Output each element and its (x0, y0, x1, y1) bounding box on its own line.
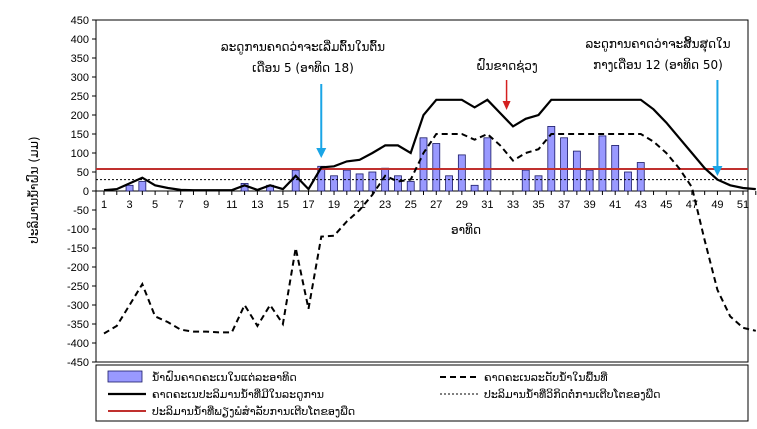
water-level-dashed-line (103, 132, 757, 335)
rainfall-bar (291, 169, 300, 192)
x-tick-label: 43 (635, 199, 647, 211)
y-axis-label: ປະລິມານນ້ຳຝົນ (ມມ) (26, 136, 41, 243)
x-tick-label: 25 (405, 199, 417, 211)
rainfall-bar (432, 143, 441, 192)
x-tick-label: 19 (328, 199, 340, 211)
rainfall-bar (521, 169, 530, 192)
rainfall-bar (355, 173, 364, 192)
y-tick-label: 450 (71, 15, 89, 27)
seasonal-water-solid-line (103, 98, 756, 192)
x-tick-label: 37 (558, 199, 570, 211)
x-tick-label: 47 (686, 199, 698, 211)
rainfall-bar (406, 181, 415, 192)
x-tick-label: 51 (737, 199, 749, 211)
x-tick-label: 27 (430, 199, 442, 211)
rainfall-bar (598, 135, 607, 192)
y-tick-label: 200 (71, 110, 89, 122)
legend-box (95, 364, 749, 422)
y-tick-label: 350 (71, 53, 89, 65)
y-tick-label: 50 (77, 167, 89, 179)
rainfall-bar (138, 181, 147, 192)
rainfall-bar (636, 162, 645, 192)
y-tick-label: -100 (67, 224, 89, 236)
rainfall-bar (445, 175, 453, 192)
rainfall-bar (547, 126, 556, 192)
x-tick-label: 29 (456, 199, 468, 211)
annotation-season-start: ລະດູການຄາດວ່າຈະເລີ່ມຕົ້ນໃນຕົ້ນ (221, 39, 385, 55)
y-tick-label: -250 (67, 281, 89, 293)
arrow-season-end-head (712, 166, 723, 176)
x-tick-label: 15 (277, 199, 289, 211)
rainfall-bar (624, 171, 632, 192)
x-tick-label: 21 (353, 199, 365, 211)
legend-label: ປະລິມານນ້ຳທີ່ວິກິດຕໍ່ການເຕີບໂຕຂອງພືດ (484, 388, 660, 401)
legend-label: ຄາດຄະເນລະດັບນ້ຳໃນພື້ນທີ່ (484, 371, 608, 384)
annotation-dry-spell: ຝົນຂາດຊ່ວງ (476, 58, 537, 73)
x-tick-label: 39 (584, 199, 596, 211)
legend-label: ຄາດຄະເນປະລິມານນ້ຳທີ່ມີໃນລະດູການ (152, 388, 324, 401)
x-tick-label: 17 (302, 199, 314, 211)
arrow-dry-spell-head (502, 101, 511, 110)
y-tick-label: -400 (67, 338, 89, 350)
x-tick-label: 35 (532, 199, 544, 211)
x-tick-label: 31 (481, 199, 493, 211)
y-tick-label: 0 (83, 186, 89, 198)
rainfall-bar (419, 137, 428, 192)
x-tick-label: 7 (178, 199, 184, 211)
y-tick-label: -50 (73, 205, 89, 217)
rainfall-bar (342, 169, 351, 192)
rainfall-bar (330, 175, 338, 192)
rainfall-bar (585, 169, 594, 192)
x-tick-label: 9 (203, 199, 209, 211)
y-tick-label: 300 (71, 72, 89, 84)
y-tick-label: 150 (71, 129, 89, 141)
arrow-season-start-head (316, 148, 327, 158)
x-tick-label: 11 (226, 199, 237, 211)
legend-label: ນ້ຳຝົນຄາດຄະເນໃນແຕ່ລະອາທິດ (152, 370, 297, 384)
y-tick-label: 400 (71, 34, 89, 46)
legend-label: ປະລິມານນ້ຳທີ່ພຽງພໍສຳລັບການເຕີບໂຕຂອງພືດ (152, 405, 355, 418)
y-tick-label: -300 (67, 300, 89, 312)
y-tick-label: -200 (67, 262, 89, 274)
rainfall-bar (368, 171, 377, 192)
rainfall-bar (534, 175, 543, 192)
y-tick-label: -350 (67, 319, 89, 331)
rainfall-bar (457, 154, 466, 192)
legend-swatch-bar (107, 370, 143, 383)
x-tick-label: 1 (101, 199, 107, 211)
rainfall-bar (470, 184, 479, 192)
x-tick-label: 23 (379, 199, 391, 211)
x-tick-label: 5 (152, 199, 158, 211)
x-tick-label: 45 (660, 199, 672, 211)
y-tick-label: -450 (67, 357, 89, 369)
x-tick-label: 33 (507, 199, 519, 211)
x-tick-label: 49 (711, 199, 723, 211)
y-tick-label: 250 (71, 91, 89, 103)
rainfall-bar (560, 137, 568, 192)
rainfall-bar (125, 184, 134, 192)
rainfall-bar (572, 150, 581, 192)
annotation-season-end: ລະດູການຄາດວ່າຈະສິ້ນສຸດໃນ (585, 36, 730, 53)
annotation-season-end: ກາງເດືອນ 12 (ອາທິດ 50) (593, 57, 723, 72)
x-axis-label: ອາທິດ (451, 222, 481, 237)
annotation-season-start: ເດືອນ 5 (ອາທິດ 18) (252, 60, 354, 75)
y-tick-label: 100 (71, 148, 89, 160)
x-tick-label: 13 (251, 199, 263, 211)
rainfall-bar (483, 137, 492, 192)
rainfall-bar (394, 175, 402, 192)
x-tick-label: 41 (609, 199, 621, 211)
x-tick-label: 3 (126, 199, 132, 211)
y-tick-label: -150 (67, 243, 89, 255)
